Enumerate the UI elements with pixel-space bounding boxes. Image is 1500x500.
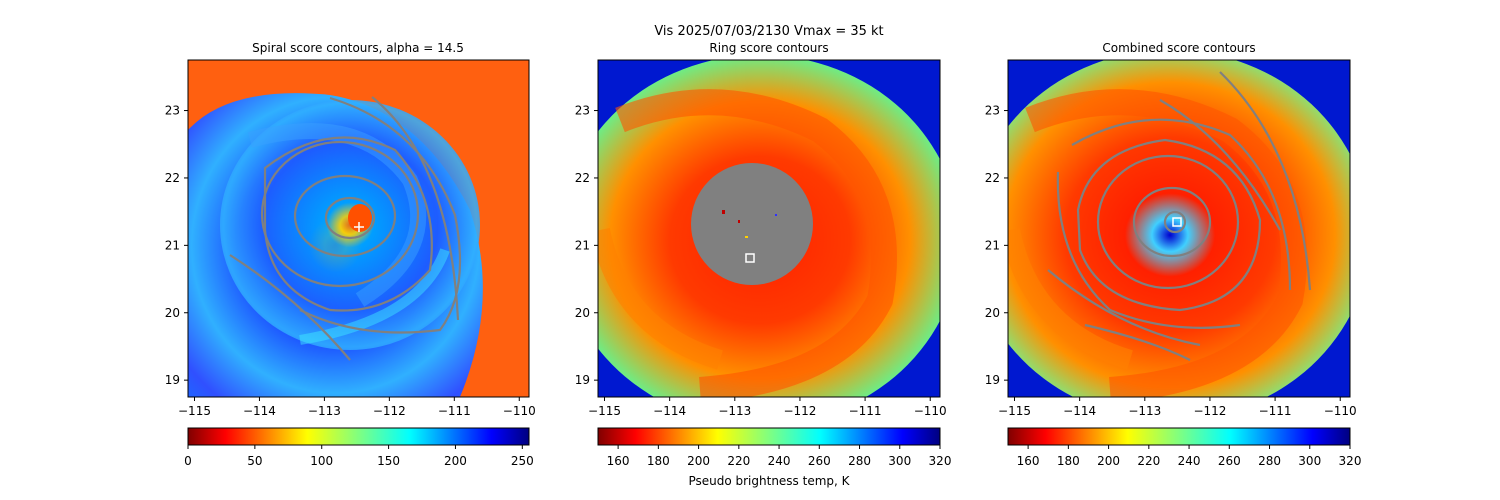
x-tick-label: −110 (1324, 404, 1357, 418)
colorbar-tick-label: 100 (310, 454, 333, 468)
contours (1047, 71, 1312, 361)
colorbar-tick-label: 300 (1298, 454, 1321, 468)
panel-ring: Ring score contours −115 −114 −113 −112 −111… (575, 41, 952, 488)
x-tick-label: −114 (653, 404, 686, 418)
colorbar-tick-label: 200 (1097, 454, 1120, 468)
y-tick-label: 19 (165, 373, 180, 387)
colorbar-tick-label: 280 (848, 454, 871, 468)
x-tick-label: −112 (373, 404, 406, 418)
y-tick-label: 21 (165, 238, 180, 252)
panel-title: Spiral score contours, alpha = 14.5 (252, 41, 464, 55)
colorbar-tick-label: 150 (377, 454, 400, 468)
panel-title: Ring score contours (709, 41, 828, 55)
disk-artifacts (722, 210, 777, 238)
colorbar-tick-label: 320 (929, 454, 952, 468)
x-tick-label: −111 (438, 404, 471, 418)
colorbar-tick-label: 320 (1339, 454, 1362, 468)
spiral-band (1025, 89, 1307, 397)
colorbar-tick-label: 300 (888, 454, 911, 468)
y-tick-label: 22 (575, 171, 590, 185)
spiral-band (598, 227, 723, 370)
colorbar-tick-label: 0 (184, 454, 192, 468)
y-tick-label: 21 (575, 238, 590, 252)
x-tick-label: −111 (1259, 404, 1292, 418)
colorbar-tick-label: 200 (444, 454, 467, 468)
contours (229, 96, 462, 361)
colorbar-tick-label: 240 (768, 454, 791, 468)
colorbar (1007, 427, 1351, 446)
axes-frame (597, 59, 941, 398)
panel-spiral: Spiral score contours, alpha = 14.5 −11 (165, 41, 536, 468)
colorbar-tick-label: 160 (1017, 454, 1040, 468)
colorbar-tick-label: 180 (647, 454, 670, 468)
colorbar-tick-label: 180 (1057, 454, 1080, 468)
x-tick-label: −110 (503, 404, 536, 418)
colorbar-tick-label: 250 (511, 454, 534, 468)
x-tick-label: −113 (1128, 404, 1161, 418)
colorbar-tick-label: 260 (808, 454, 831, 468)
x-tick-label: −110 (914, 404, 947, 418)
gray-disk (691, 163, 813, 285)
x-tick-label: −113 (718, 404, 751, 418)
colorbar (187, 427, 530, 446)
colorbar-label: Pseudo brightness temp, K (688, 474, 850, 488)
colorbar-tick-label: 260 (1218, 454, 1241, 468)
x-tick-label: −115 (998, 404, 1031, 418)
eye-core (348, 204, 372, 232)
colorbar-tick-label: 160 (607, 454, 630, 468)
y-tick-label: 19 (575, 373, 590, 387)
y-tick-label: 23 (165, 104, 180, 118)
y-tick-label: 22 (985, 171, 1000, 185)
y-tick-label: 20 (165, 306, 180, 320)
spiral-band (1008, 227, 1133, 370)
colorbar-tick-label: 240 (1178, 454, 1201, 468)
y-tick-label: 20 (985, 306, 1000, 320)
colorbar-tick-label: 220 (1137, 454, 1160, 468)
center-marker (1172, 217, 1182, 227)
x-tick-label: −111 (849, 404, 882, 418)
x-tick-label: −113 (308, 404, 341, 418)
x-tick-label: −114 (1063, 404, 1096, 418)
x-tick-label: −112 (783, 404, 816, 418)
x-tick-label: −114 (243, 404, 276, 418)
colorbar-tick-label: 200 (687, 454, 710, 468)
colorbar (597, 427, 941, 446)
y-tick-label: 23 (575, 104, 590, 118)
center-marker (745, 253, 755, 263)
colorbar-tick-label: 50 (247, 454, 262, 468)
y-tick-label: 21 (985, 238, 1000, 252)
spiral-band (615, 89, 897, 397)
y-tick-label: 20 (575, 306, 590, 320)
colorbar-tick-label: 220 (727, 454, 750, 468)
figure-suptitle: Vis 2025/07/03/2130 Vmax = 35 kt (654, 24, 883, 39)
panel-combined: Combined score contours −115 −114 −113 −112… (985, 41, 1362, 468)
colorbar-tick-label: 280 (1258, 454, 1281, 468)
panel-title: Combined score contours (1102, 41, 1255, 55)
y-tick-label: 19 (985, 373, 1000, 387)
x-tick-label: −115 (178, 404, 211, 418)
x-tick-label: −115 (588, 404, 621, 418)
y-tick-label: 23 (985, 104, 1000, 118)
y-tick-label: 22 (165, 171, 180, 185)
axes-frame (187, 59, 530, 398)
center-marker (354, 222, 364, 232)
axes-frame (1007, 59, 1351, 398)
x-tick-label: −112 (1193, 404, 1226, 418)
